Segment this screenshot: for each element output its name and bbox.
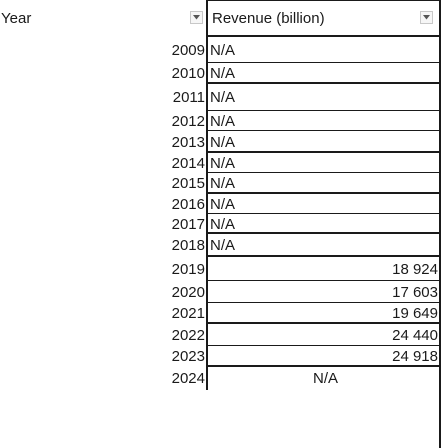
row-border [206,213,441,214]
table-row: 2011 N/A [173,84,441,111]
year-cell[interactable]: 2016 [171,195,205,213]
row-border [206,280,441,281]
table-row: 2021 19 649 [172,303,441,324]
table-top-border [206,0,441,1]
table-row: 2020 17 603 [172,281,441,303]
year-cell[interactable]: 2020 [171,283,205,301]
year-cell[interactable]: 2018 [171,237,205,254]
year-cell[interactable]: 2014 [171,154,205,172]
revenue-header-label: Revenue (billion) [212,9,325,27]
year-cell[interactable]: 2015 [171,175,205,192]
row-border [206,192,441,194]
table-row: 2023 24 918 [172,346,441,367]
table-row: 2009 N/A [172,37,441,63]
year-cell[interactable]: 2024 [171,370,205,387]
year-cell[interactable]: 2012 [171,112,205,130]
year-cell[interactable]: 2021 [171,305,205,322]
revenue-cell[interactable]: 18 924 [206,257,441,281]
row-border [206,82,441,84]
year-cell[interactable]: 2019 [171,260,205,278]
revenue-cell[interactable]: N/A [206,111,441,131]
revenue-cell[interactable]: N/A [206,153,441,173]
revenue-filter-button[interactable] [420,11,433,24]
revenue-cell[interactable]: N/A [206,131,441,153]
row-border [206,172,441,173]
table-row: 2024 N/A [172,367,441,390]
dropdown-arrow-icon [193,15,200,20]
dropdown-arrow-icon [423,15,430,20]
year-cell[interactable]: 2009 [171,41,205,59]
row-border [206,130,441,131]
revenue-cell[interactable]: N/A [206,234,441,257]
revenue-cell[interactable]: 24 918 [206,346,441,367]
table-row: 2018 N/A [172,234,441,257]
year-filter-button[interactable] [190,11,203,24]
revenue-cell[interactable]: N/A [206,194,441,214]
header-bottom-border [206,35,441,37]
table-row: 2016 N/A [172,194,441,214]
year-cell[interactable]: 2011 [172,89,205,106]
revenue-cell[interactable]: N/A [206,63,441,84]
row-border [206,302,441,303]
table-row: 2010 N/A [172,63,441,84]
table-row: 2014 N/A [172,153,441,173]
row-border [206,365,441,367]
table-row: 2022 24 440 [172,324,441,346]
row-border [206,110,441,111]
row-border [206,345,441,346]
year-cell[interactable]: 2017 [171,215,205,233]
revenue-cell[interactable]: 24 440 [206,324,441,346]
table-row: 2017 N/A [172,214,441,234]
year-column-header[interactable]: Year [0,0,206,36]
table-row: 2019 18 924 [172,257,441,281]
table-right-border [439,0,441,448]
year-cell[interactable]: 2013 [171,133,205,151]
year-cell[interactable]: 2023 [171,348,205,365]
revenue-cell[interactable]: N/A [206,84,441,111]
table-row: 2015 N/A [172,173,441,194]
revenue-cell[interactable]: N/A [206,173,441,194]
row-border [206,232,441,234]
row-border [206,255,441,257]
year-header-label: Year [1,9,32,27]
revenue-column-header[interactable]: Revenue (billion) [206,0,441,36]
row-border [206,151,441,153]
year-cell[interactable]: 2022 [171,326,205,344]
table-row: 2012 N/A [172,111,441,131]
row-border [206,62,441,63]
revenue-cell[interactable]: N/A [206,37,441,63]
revenue-cell[interactable]: 19 649 [206,303,441,324]
table-row: 2013 N/A [172,131,441,153]
revenue-cell[interactable]: N/A [206,214,441,234]
revenue-cell[interactable]: N/A [206,367,441,390]
year-cell[interactable]: 2010 [171,65,205,82]
row-border [206,322,441,324]
revenue-cell[interactable]: 17 603 [206,281,441,303]
